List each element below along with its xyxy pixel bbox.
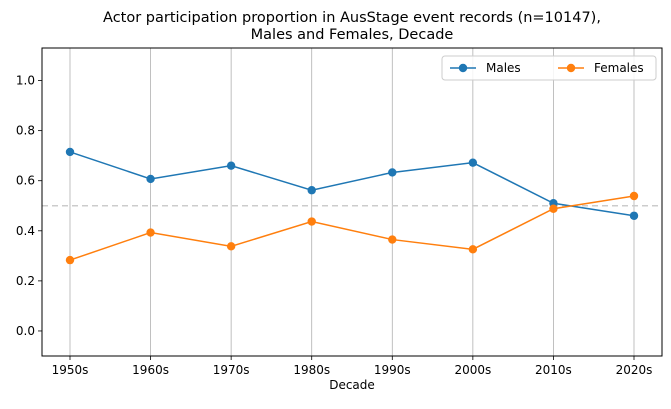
- legend-marker-males: [458, 63, 468, 73]
- legend: Males Females: [441, 55, 657, 81]
- y-axis-ticks: 0.0 0.2 0.4 0.6 0.8 1.0: [16, 74, 42, 338]
- chart-title-line-2: Males and Females, Decade: [251, 27, 454, 43]
- data-point-males-1960s: [146, 174, 155, 184]
- legend-label-males: Males: [486, 61, 521, 75]
- data-point-females-2020s: [629, 191, 639, 201]
- x-tick-label: 1970s: [213, 363, 250, 377]
- data-point-females-1960s: [146, 228, 155, 237]
- data-point-males-1980s: [307, 186, 316, 195]
- legend-box: [441, 55, 657, 81]
- legend-label-females: Females: [594, 61, 644, 75]
- x-tick-label: 1990s: [374, 363, 411, 377]
- series-line-females: [69, 195, 635, 261]
- y-tick-label: 0.4: [16, 224, 35, 238]
- y-tick-label: 1.0: [16, 74, 35, 88]
- data-point-females-1950s: [65, 255, 75, 265]
- legend-marker-females: [566, 63, 576, 73]
- data-point-females-1980s: [307, 217, 316, 226]
- x-tick-label: 2020s: [616, 363, 653, 377]
- x-tick-label: 1980s: [293, 363, 330, 377]
- chart-title-line-1: Actor participation proportion in AusSta…: [103, 10, 601, 26]
- data-point-females-2000s: [468, 245, 478, 254]
- x-tick-label: 2000s: [454, 363, 491, 377]
- y-tick-label: 0.8: [16, 124, 35, 138]
- data-point-males-1970s: [226, 161, 236, 170]
- series-layer: [65, 147, 639, 265]
- data-point-males-2020s: [629, 211, 639, 220]
- grid-lines: [69, 48, 635, 356]
- x-axis-ticks: 1950s 1960s 1970s 1980s 1990s 2000s 2010s 2020s: [52, 356, 653, 377]
- series-line-males: [69, 151, 635, 217]
- y-tick-label: 0.2: [16, 274, 35, 288]
- plot-frame: [41, 47, 663, 357]
- data-point-males-1950s: [65, 147, 75, 157]
- y-tick-label: 0.6: [16, 174, 35, 188]
- data-point-females-1990s: [388, 235, 397, 244]
- data-point-females-1970s: [226, 242, 236, 251]
- x-tick-label: 2010s: [535, 363, 572, 377]
- x-tick-label: 1960s: [132, 363, 169, 377]
- x-axis-label: Decade: [329, 378, 375, 392]
- data-point-males-1990s: [388, 168, 397, 177]
- chart-title: Actor participation proportion in AusSta…: [103, 10, 601, 43]
- data-point-females-2010s: [549, 204, 558, 213]
- y-tick-label: 0.0: [16, 324, 35, 338]
- data-point-males-2000s: [468, 158, 478, 167]
- x-tick-label: 1950s: [52, 363, 89, 377]
